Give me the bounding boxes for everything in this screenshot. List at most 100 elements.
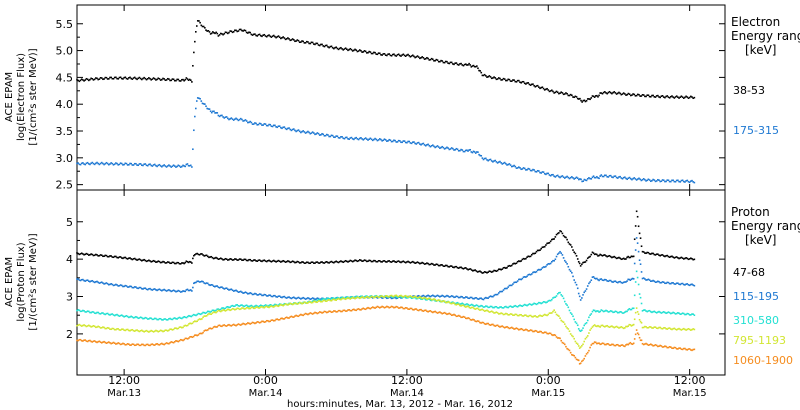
proton-point-310-580 [115,314,117,316]
proton-ytick-label: 5 [66,216,73,229]
proton-point-47-68 [143,258,145,261]
electron-point-38-53 [436,59,439,61]
proton-point-310-580 [496,306,499,309]
proton-point-115-195 [637,250,640,253]
proton-point-795-1193 [301,302,303,305]
electron-point-38-53 [473,65,476,68]
proton-point-795-1193 [629,324,632,326]
electron-point-38-53 [679,96,682,98]
proton-point-115-195 [522,276,525,278]
electron-point-175-315 [145,164,148,167]
electron-point-175-315 [459,149,461,152]
proton-point-115-195 [665,282,667,285]
electron-point-175-315 [350,136,353,139]
electron-point-38-53 [513,79,515,81]
proton-point-115-195 [483,297,486,300]
proton-point-795-1193 [648,326,651,328]
proton-point-310-580 [515,305,518,308]
proton-point-115-195 [433,295,435,297]
proton-point-115-195 [551,261,553,263]
proton-point-1060-1900 [473,319,475,321]
proton-point-115-195 [221,286,223,288]
proton-point-310-580 [143,317,145,320]
proton-point-795-1193 [473,307,475,310]
proton-point-310-580 [548,299,551,302]
electron-point-175-315 [505,162,507,165]
proton-point-795-1193 [640,321,643,324]
proton-point-1060-1900 [307,313,309,316]
proton-point-310-580 [230,305,233,307]
electron-point-175-315 [410,142,413,145]
proton-point-795-1193 [105,327,108,330]
proton-point-47-68 [99,254,102,256]
electron-point-175-315 [193,129,195,132]
proton-point-310-580 [556,293,559,295]
electron-point-175-315 [687,180,690,183]
proton-point-1060-1900 [598,342,600,345]
proton-point-1060-1900 [447,313,449,315]
proton-point-47-68 [500,268,502,271]
proton-point-1060-1900 [242,322,244,325]
proton-point-310-580 [100,312,103,314]
proton-point-47-68 [115,255,117,258]
electron-point-175-315 [637,178,639,180]
electron-point-38-53 [466,64,468,66]
proton-point-795-1193 [578,347,581,349]
electron-point-38-53 [572,96,574,98]
proton-point-115-195 [264,294,267,296]
proton-point-115-195 [131,286,134,289]
proton-point-310-580 [325,298,328,300]
proton-point-795-1193 [543,313,546,316]
proton-point-115-195 [184,290,187,293]
electron-point-175-315 [259,122,262,125]
electron-point-175-315 [471,151,474,154]
proton-point-115-195 [487,297,489,299]
proton-point-310-580 [302,301,305,304]
electron-point-38-53 [232,30,235,33]
electron-point-175-315 [98,163,101,166]
proton-point-795-1193 [479,309,481,311]
proton-point-1060-1900 [335,311,337,313]
proton-point-47-68 [661,254,664,256]
electron-point-38-53 [364,50,367,53]
proton-point-47-68 [469,268,472,270]
proton-point-47-68 [555,233,558,236]
proton-point-115-195 [192,286,194,289]
electron-point-175-315 [506,164,508,166]
proton-point-795-1193 [268,306,270,309]
proton-point-115-195 [645,279,647,281]
electron-point-175-315 [652,178,654,181]
electron-point-175-315 [382,139,385,142]
proton-point-1060-1900 [460,316,462,319]
proton-point-47-68 [481,272,484,274]
proton-point-310-580 [613,311,616,313]
proton-point-310-580 [452,301,454,303]
proton-point-795-1193 [243,308,246,310]
electron-point-38-53 [487,75,489,78]
proton-point-115-195 [593,277,596,280]
proton-point-115-195 [485,296,487,299]
proton-point-1060-1900 [303,313,306,316]
proton-point-47-68 [369,259,372,262]
proton-point-47-68 [328,262,330,264]
electron-point-175-315 [301,130,303,133]
proton-point-795-1193 [477,308,480,311]
proton-point-115-195 [291,296,294,299]
proton-point-310-580 [256,305,259,307]
electron-point-175-315 [162,164,164,167]
proton-point-47-68 [243,258,246,261]
proton-point-310-580 [132,317,135,319]
proton-point-115-195 [549,262,552,265]
proton-point-795-1193 [382,296,385,298]
proton-point-310-580 [546,301,548,303]
electron-point-175-315 [245,120,248,122]
electron-point-38-53 [307,41,309,43]
electron-point-38-53 [641,94,644,96]
proton-point-115-195 [568,268,571,271]
electron-point-175-315 [295,130,297,133]
electron-point-175-315 [118,163,121,166]
proton-point-795-1193 [612,326,614,328]
proton-point-47-68 [283,260,286,263]
proton-point-795-1193 [302,302,305,305]
proton-point-1060-1900 [153,344,156,346]
